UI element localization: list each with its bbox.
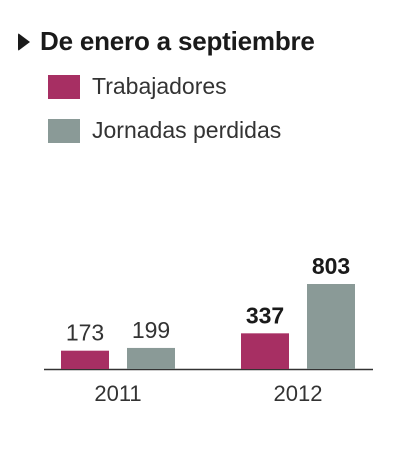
chart-title-row: De enero a septiembre — [18, 26, 315, 57]
legend-swatch-jornadas-perdidas — [48, 118, 80, 143]
data-label-2012-trabajadores: 337 — [246, 302, 284, 328]
data-label-2011-jornadas-perdidas: 199 — [132, 317, 170, 343]
legend-label-trabajadores: Trabajadores — [92, 73, 227, 99]
x-tick-label-2012: 2012 — [274, 381, 323, 406]
bar-2012-jornadas-perdidas — [307, 284, 355, 369]
bar-2011-jornadas-perdidas — [127, 347, 175, 369]
legend-label-jornadas-perdidas: Jornadas perdidas — [92, 117, 282, 143]
data-label-2012-jornadas-perdidas: 803 — [312, 253, 350, 279]
x-tick-label-2011: 2011 — [94, 381, 141, 406]
chart-title: De enero a septiembre — [40, 26, 315, 56]
legend-item-jornadas-perdidas: Jornadas perdidas — [48, 117, 281, 144]
legend-item-trabajadores: Trabajadores — [48, 73, 227, 100]
legend-swatch-trabajadores — [48, 74, 80, 99]
data-label-2011-trabajadores: 173 — [66, 320, 104, 346]
title-arrow-icon — [18, 32, 30, 51]
bar-2011-trabajadores — [61, 350, 109, 369]
bar-2012-trabajadores — [241, 333, 289, 369]
